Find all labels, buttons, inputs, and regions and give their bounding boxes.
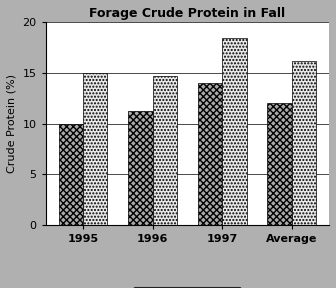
Y-axis label: Crude Protein (%): Crude Protein (%) bbox=[7, 74, 17, 173]
Bar bbox=[292, 61, 316, 225]
Bar bbox=[222, 38, 247, 225]
Bar bbox=[83, 73, 107, 225]
Title: Forage Crude Protein in Fall: Forage Crude Protein in Fall bbox=[89, 7, 285, 20]
Bar bbox=[153, 76, 177, 225]
Bar bbox=[267, 103, 292, 225]
Legend: Early, Late: Early, Late bbox=[133, 287, 242, 288]
Bar bbox=[58, 124, 83, 225]
Bar bbox=[198, 83, 222, 225]
Bar bbox=[128, 111, 153, 225]
